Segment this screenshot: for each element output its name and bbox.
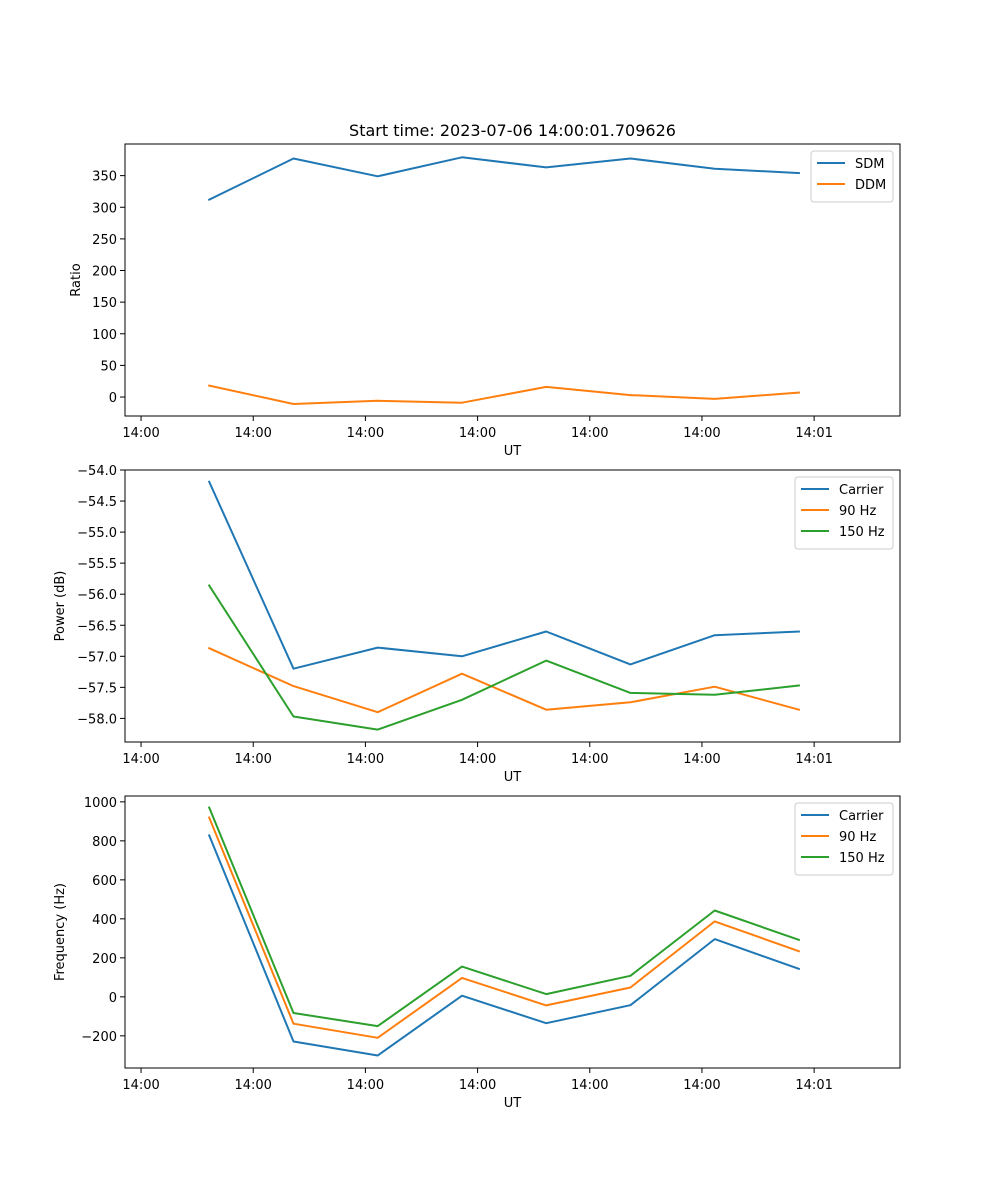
frequency-axes-frame <box>124 795 901 1069</box>
frequency-series-carrier <box>207 834 801 1057</box>
ratio-x-axis-label: UT <box>504 444 522 459</box>
frequency-legend-label: 150 Hz <box>839 851 885 866</box>
frequency-y-tick-label: 200 <box>92 952 117 967</box>
frequency-x-tick-label: 14:00 <box>683 1078 720 1093</box>
power-series-carrier <box>207 480 800 670</box>
power-x-axis-label: UT <box>504 770 522 785</box>
ratio-y-tick-label: 200 <box>92 265 117 280</box>
ratio-x-tick-label: 14:00 <box>234 426 271 441</box>
ratio-y-tick-label: 350 <box>92 170 117 185</box>
frequency-y-tick-label: 600 <box>92 874 117 889</box>
frequency-x-tick-label: 14:00 <box>347 1078 384 1093</box>
ratio-legend-label: DDM <box>855 178 886 193</box>
power-x-tick-label: 14:00 <box>122 752 159 767</box>
ratio-x-tick-label: 14:01 <box>795 426 832 441</box>
power-y-tick-label: −57.5 <box>77 681 117 696</box>
power-x-tick-label: 14:00 <box>683 752 720 767</box>
power-y-tick-label: −58.0 <box>77 712 117 727</box>
ratio-legend-label: SDM <box>855 157 884 172</box>
power-legend: Carrier 90 Hz 150 Hz <box>794 476 894 550</box>
ratio-x-tick-label: 14:00 <box>683 426 720 441</box>
ratio-y-tick-label: 0 <box>109 391 117 406</box>
ratio-y-tick-label: 150 <box>92 296 117 311</box>
power-legend-label: 150 Hz <box>839 525 885 540</box>
power-y-tick-label: −55.0 <box>77 526 117 541</box>
power-y-tick-label: −55.5 <box>77 557 117 572</box>
frequency-x-tick-label: 14:00 <box>571 1078 608 1093</box>
frequency-y-tick-label: 1000 <box>84 796 117 811</box>
power-series-90-hz <box>207 646 801 714</box>
ratio-series-sdm <box>207 156 800 202</box>
frequency-y-tick-label: 0 <box>109 991 117 1006</box>
power-x-tick-label: 14:00 <box>347 752 384 767</box>
power-series-150-hz <box>207 584 801 731</box>
power-x-tick-label: 14:00 <box>234 752 271 767</box>
frequency-x-tick-label: 14:01 <box>795 1078 832 1093</box>
frequency-y-tick-label: 800 <box>92 835 117 850</box>
ratio-x-tick-label: 14:00 <box>571 426 608 441</box>
ratio-x-tick-label: 14:00 <box>122 426 159 441</box>
ratio-y-tick-label: 100 <box>92 328 117 343</box>
ratio-panel: 14:00 14:00 14:00 14:00 14:00 14:00 14:01 0 50 10… <box>69 143 901 459</box>
power-x-tick-label: 14:00 <box>571 752 608 767</box>
ratio-axes-frame <box>124 143 901 417</box>
ratio-y-axis-label: Ratio <box>69 263 84 296</box>
frequency-x-tick-label: 14:00 <box>234 1078 271 1093</box>
ratio-legend: SDM DDM <box>810 150 894 203</box>
ratio-x-tick-label: 14:00 <box>459 426 496 441</box>
power-panel: 14:00 14:00 14:00 14:00 14:00 14:00 14:01 −54.0… <box>53 464 901 785</box>
figure-title: Start time: 2023-07-06 14:00:01.709626 <box>349 121 676 140</box>
frequency-x-axis-label: UT <box>504 1096 522 1111</box>
frequency-series-90-hz <box>207 816 801 1039</box>
frequency-panel: 14:00 14:00 14:00 14:00 14:00 14:00 14:01 −200 0… <box>53 795 901 1111</box>
power-y-axis-label: Power (dB) <box>53 571 68 642</box>
frequency-legend: Carrier 90 Hz 150 Hz <box>794 802 894 876</box>
frequency-x-tick-label: 14:00 <box>459 1078 496 1093</box>
frequency-series-150-hz <box>207 806 801 1028</box>
frequency-legend-label: 90 Hz <box>839 830 876 845</box>
power-y-tick-label: −54.5 <box>77 495 117 510</box>
frequency-legend-label: Carrier <box>839 809 884 824</box>
frequency-y-tick-label: −200 <box>81 1030 117 1045</box>
ratio-y-tick-label: 300 <box>92 201 117 216</box>
power-y-tick-label: −56.5 <box>77 619 117 634</box>
power-x-tick-label: 14:01 <box>795 752 832 767</box>
frequency-y-axis-label: Frequency (Hz) <box>53 883 68 981</box>
power-y-tick-label: −56.0 <box>77 588 117 603</box>
ratio-y-tick-label: 50 <box>100 359 117 374</box>
power-y-tick-label: −54.0 <box>77 464 117 479</box>
power-legend-label: Carrier <box>839 483 884 498</box>
power-x-tick-label: 14:00 <box>459 752 496 767</box>
power-y-tick-label: −57.0 <box>77 650 117 665</box>
ratio-series-ddm <box>208 384 800 405</box>
power-axes-frame <box>124 469 901 743</box>
power-legend-label: 90 Hz <box>839 504 876 519</box>
ratio-y-tick-label: 250 <box>92 233 117 248</box>
ratio-x-tick-label: 14:00 <box>347 426 384 441</box>
frequency-x-tick-label: 14:00 <box>122 1078 159 1093</box>
frequency-y-tick-label: 400 <box>92 913 117 928</box>
